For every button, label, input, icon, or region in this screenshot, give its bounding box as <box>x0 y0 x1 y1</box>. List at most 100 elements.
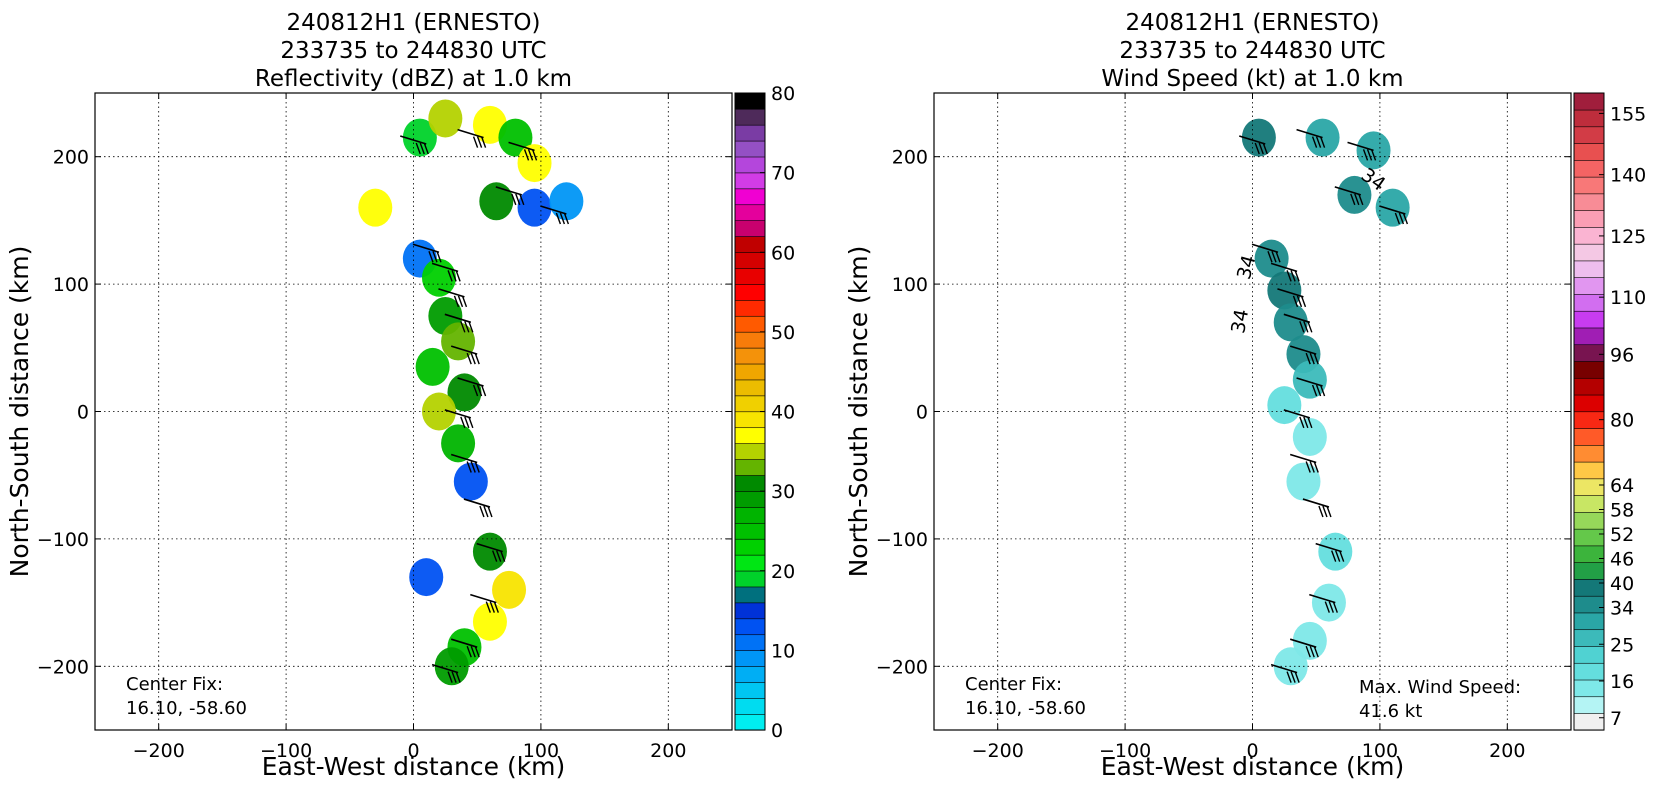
colorbar-segment <box>1573 712 1605 731</box>
colorbar-segment <box>1573 176 1605 195</box>
colorbar-segment <box>734 188 766 206</box>
wind-barb <box>450 453 480 473</box>
colorbar-segment <box>1573 193 1605 211</box>
wind-barb <box>457 128 487 148</box>
data-point <box>1292 417 1327 456</box>
wind-barb <box>450 345 480 365</box>
colorbar-tick-label: 140 <box>1610 165 1646 187</box>
colorbar-tick-label: 58 <box>1610 500 1634 522</box>
colorbar-segment <box>1573 444 1605 463</box>
wind-barb <box>457 377 487 397</box>
colorbar-segment <box>1573 696 1605 714</box>
chart-title-line: 240812H1 (ERNESTO) <box>1126 10 1380 36</box>
plot-area <box>1239 118 1410 686</box>
max-wind-label: Max. Wind Speed: <box>1359 677 1521 698</box>
wind-barb <box>1283 313 1313 333</box>
colorbar-tick-label: 7 <box>1610 708 1622 730</box>
data-point <box>1241 118 1276 157</box>
data-point <box>453 462 488 501</box>
colorbar-segment <box>1573 461 1605 480</box>
colorbar-segment <box>734 522 766 540</box>
colorbar-tick-label: 20 <box>771 561 795 583</box>
center-fix-label: Center Fix: <box>965 674 1062 695</box>
y-tick-label: 0 <box>77 402 89 424</box>
colorbar-segment <box>1573 595 1605 614</box>
wind-barb <box>400 135 429 155</box>
colorbar-segment <box>1573 612 1605 631</box>
wind-barb <box>438 288 468 308</box>
colorbar-tick-label: 80 <box>1610 410 1634 432</box>
colorbar-segment <box>734 650 766 667</box>
colorbar-segment <box>1573 427 1605 446</box>
data-point <box>549 182 584 221</box>
max-wind-value: 41.6 kt <box>1359 701 1422 722</box>
colorbar-tick-label: 0 <box>771 720 783 742</box>
colorbar-segment <box>1573 478 1605 496</box>
colorbar-segment <box>734 665 766 683</box>
y-tick-label: 200 <box>53 147 89 169</box>
data-point <box>421 392 456 431</box>
y-axis-label: North-South distance (km) <box>844 246 873 578</box>
wind-barb <box>540 205 570 225</box>
wind-barb <box>1289 453 1319 473</box>
colorbar-segment <box>1573 360 1605 379</box>
wind-barb <box>1289 345 1319 365</box>
colorbar-tick-label: 125 <box>1610 226 1646 248</box>
data-point <box>415 347 450 386</box>
data-point <box>479 182 514 221</box>
data-point <box>441 424 476 463</box>
colorbar-segment <box>734 172 766 190</box>
wind-barb <box>1270 663 1300 683</box>
colorbar-tick-label: 80 <box>771 83 795 105</box>
colorbar-segment <box>734 331 766 349</box>
colorbar-segment <box>734 140 766 158</box>
colorbar-segment <box>734 395 766 413</box>
data-point <box>472 602 507 641</box>
colorbar-tick-label: 30 <box>771 481 795 503</box>
x-tick-label: 200 <box>650 740 686 762</box>
data-point <box>1292 621 1327 660</box>
data-point <box>1292 360 1327 399</box>
colorbar-segment <box>1573 662 1605 681</box>
colorbar-tick-label: 34 <box>1610 598 1634 620</box>
colorbar-segment <box>734 474 766 492</box>
colorbar-segment <box>734 92 766 110</box>
colorbar-segment <box>734 363 766 381</box>
wind-barb <box>1379 205 1409 225</box>
y-tick-label: 0 <box>916 402 928 424</box>
chart-panel-1: 240812H1 (ERNESTO)233735 to 244830 UTCRe… <box>5 10 795 781</box>
colorbar-segment <box>1573 578 1605 597</box>
x-tick-label: −100 <box>260 740 312 762</box>
colorbar-segment <box>1573 562 1605 580</box>
colorbar-segment <box>1573 310 1605 329</box>
wind-barb <box>1283 409 1313 429</box>
y-tick-label: 100 <box>53 274 89 296</box>
colorbar-tick-label: 16 <box>1610 671 1634 693</box>
wind-barb <box>444 313 474 333</box>
data-point <box>492 570 527 609</box>
colorbar-segment <box>734 506 766 524</box>
colorbar-segment <box>734 283 766 301</box>
x-tick-label: 100 <box>523 740 559 762</box>
colorbar-segment <box>734 220 766 237</box>
data-point <box>1286 462 1321 501</box>
colorbar-segment <box>734 347 766 365</box>
colorbar-tick-label: 50 <box>771 322 795 344</box>
colorbar-tick-label: 40 <box>1610 573 1634 595</box>
colorbar-segment <box>734 299 766 317</box>
wind-barb <box>1296 377 1326 397</box>
contour-label: 34 <box>1227 307 1253 335</box>
colorbar-segment <box>1573 260 1605 278</box>
colorbar-segment <box>1573 545 1605 563</box>
data-point <box>1375 188 1410 227</box>
center-fix-value: 16.10, -58.60 <box>126 698 247 719</box>
y-tick-label: −200 <box>37 656 89 678</box>
colorbar-segment <box>1573 109 1605 128</box>
colorbar-tick-label: 46 <box>1610 549 1634 571</box>
colorbar-segment <box>1573 92 1605 111</box>
colorbar-tick-label: 110 <box>1610 287 1646 309</box>
colorbar-segment <box>734 586 766 604</box>
colorbar-segment <box>734 236 766 253</box>
colorbar-segment <box>734 697 766 715</box>
